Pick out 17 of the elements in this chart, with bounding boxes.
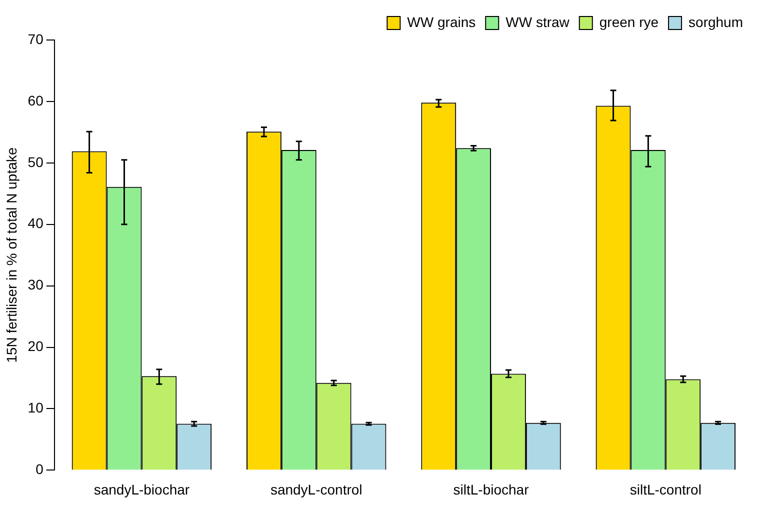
y-tick-label: 30 — [28, 276, 44, 293]
y-tick-label: 70 — [28, 30, 44, 47]
y-tick-label: 10 — [28, 400, 44, 416]
legend-label: green rye — [599, 14, 659, 30]
x-tick-label: siltL-control — [630, 481, 702, 498]
legend-label: WW grains — [407, 14, 476, 30]
x-tick-label: sandyL-control — [270, 481, 362, 498]
y-tick-label: 20 — [28, 338, 44, 354]
y-tick-label: 40 — [28, 215, 44, 232]
y-axis-title: 15N fertiliser in % of total N uptake — [3, 147, 20, 363]
y-tick-label: 0 — [36, 461, 44, 478]
y-tick-label: 60 — [28, 92, 44, 108]
legend-label: sorghum — [688, 14, 743, 30]
legend-label: WW straw — [506, 14, 570, 30]
x-tick-label: sandyL-biochar — [94, 481, 190, 498]
y-tick-label: 50 — [28, 154, 44, 170]
x-tick-label: siltL-biochar — [453, 481, 530, 498]
